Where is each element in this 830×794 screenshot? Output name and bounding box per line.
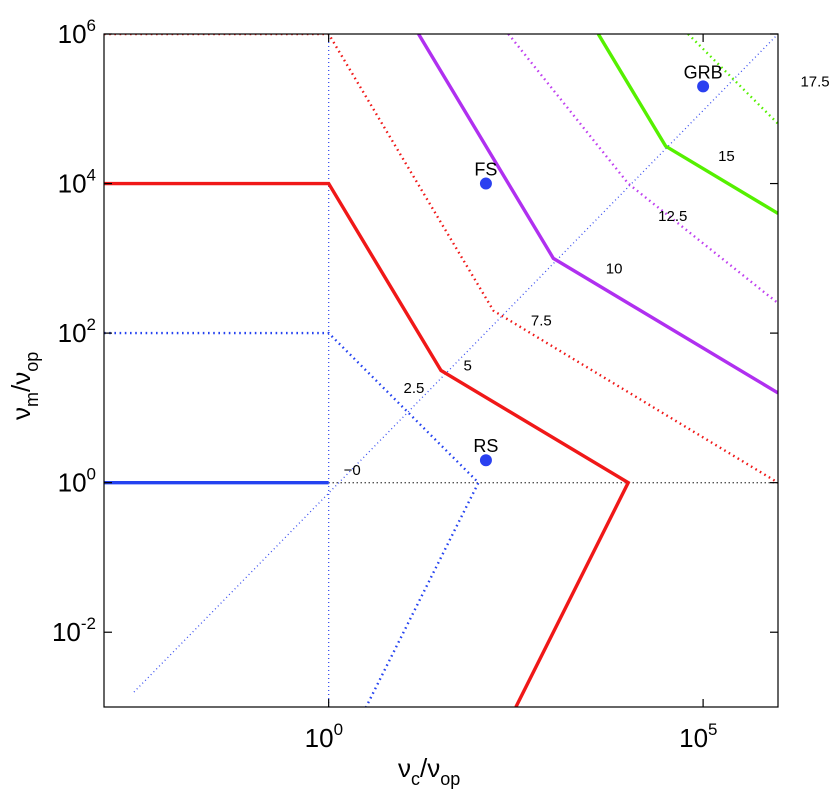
contour-label-2-5: 2.5 xyxy=(404,380,425,397)
contour-label-17-5: 17.5 xyxy=(800,73,829,90)
contour-label-0: −0 xyxy=(344,462,361,479)
y-tick-label: 104 xyxy=(58,166,96,199)
point-grb xyxy=(697,80,710,93)
point-rs xyxy=(479,454,492,467)
contour-label-15: 15 xyxy=(718,148,735,165)
point-layer: RS FS GRB xyxy=(473,62,723,467)
contour-line-12-5 xyxy=(507,34,778,305)
contour-label-layer: −0 2.5 5 7.5 10 12.5 15 17.5 xyxy=(344,73,830,479)
contour-line-10 xyxy=(417,34,778,395)
contour-line-17-5 xyxy=(687,34,778,125)
regime-boundary-2 xyxy=(133,34,778,693)
x-tick-label: 100 xyxy=(305,720,343,753)
contour-label-5: 5 xyxy=(463,358,471,375)
point-fs xyxy=(479,177,492,190)
y-tick-label: 10-2 xyxy=(52,614,96,647)
y-tick-label: 100 xyxy=(58,465,96,498)
contour-line-2-5 xyxy=(104,331,480,707)
contour-line-7-5 xyxy=(104,34,778,484)
contour-label-12-5: 12.5 xyxy=(658,208,687,225)
point-label-fs: FS xyxy=(474,160,497,180)
point-label-rs: RS xyxy=(473,436,498,456)
contour-line-5 xyxy=(104,181,631,707)
contour-line-15 xyxy=(596,34,778,215)
y-tick-label: 102 xyxy=(58,315,96,348)
contour-label-7-5: 7.5 xyxy=(531,313,552,330)
x-tick-label: 105 xyxy=(679,720,717,753)
y-axis-label: νm/νop xyxy=(6,352,42,420)
point-label-grb: GRB xyxy=(684,62,723,82)
boundary-layer xyxy=(133,34,778,707)
x-axis-label: νc/νop xyxy=(398,753,460,789)
plot-frame xyxy=(103,33,779,708)
y-tick-label: 106 xyxy=(58,16,96,49)
contour-layer xyxy=(104,34,778,707)
contour-label-10: 10 xyxy=(606,260,623,277)
